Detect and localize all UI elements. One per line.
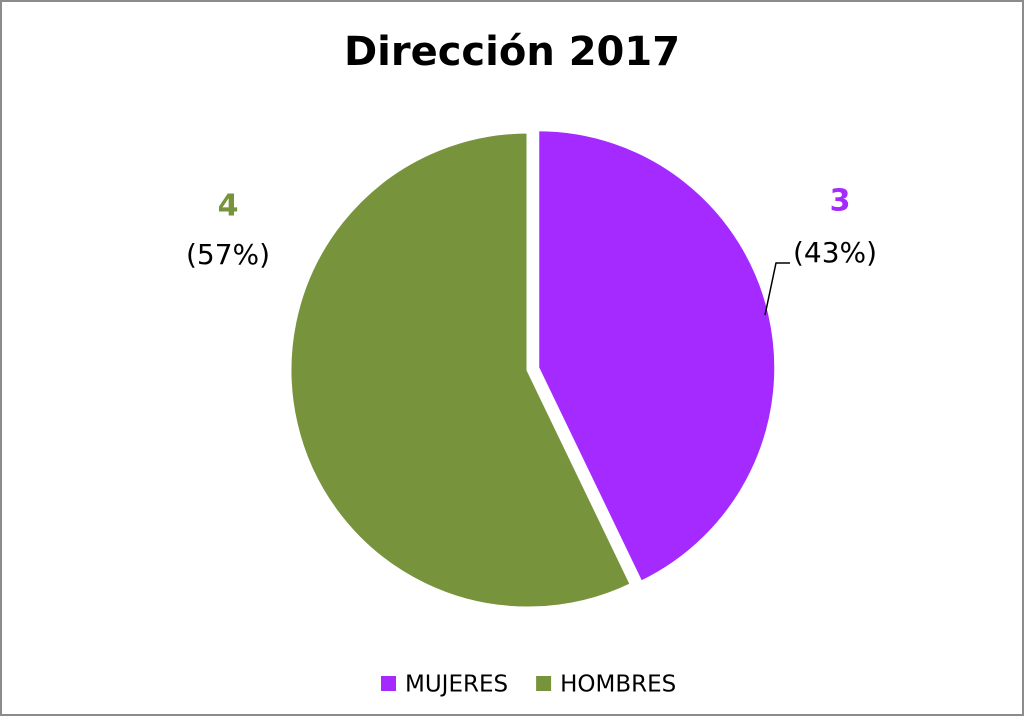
legend-label: HOMBRES (560, 672, 676, 698)
chart-title: Dirección 2017 (344, 29, 680, 75)
pie-slice (536, 128, 778, 585)
data-label: 3 (830, 184, 851, 219)
legend-swatch (536, 676, 552, 691)
pie-slice (288, 130, 634, 610)
leader-line (764, 262, 790, 316)
legend-label: MUJERES (405, 672, 508, 698)
legend-swatch (381, 676, 396, 691)
data-label: 4 (218, 189, 239, 224)
percent-label: (43%) (793, 236, 877, 269)
percent-label: (57%) (186, 238, 270, 271)
